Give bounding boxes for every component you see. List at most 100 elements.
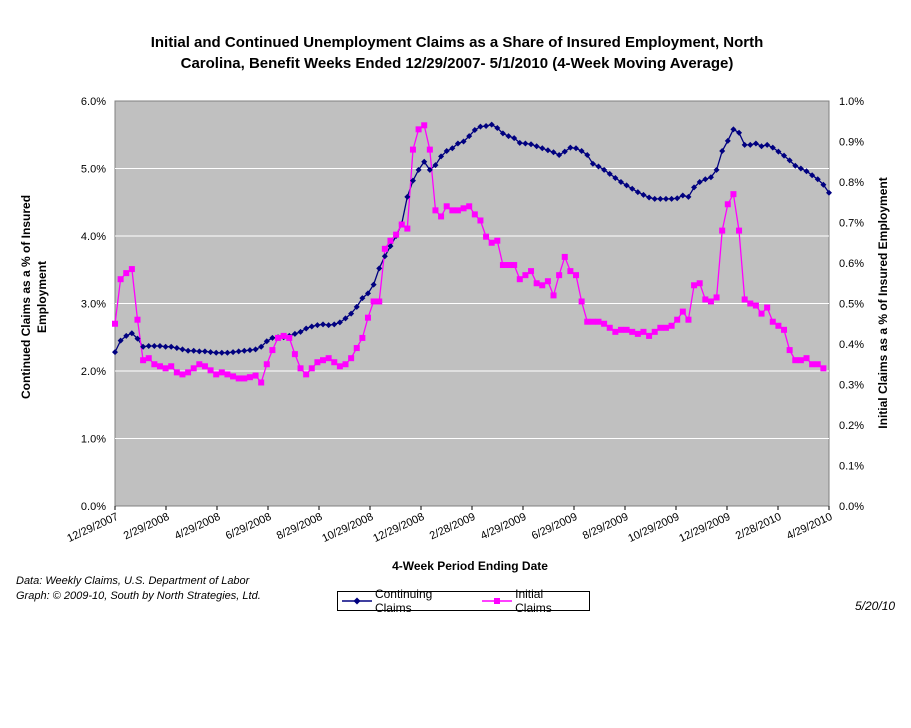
initial-point [820,365,827,372]
x-tick-label: 10/29/2009 [626,511,681,545]
right-tick-label: 0.1% [839,461,864,473]
series-markers [112,121,832,386]
initial-point [286,334,293,341]
right-tick-label: 0.3% [839,380,864,392]
continuing-point [201,348,208,355]
initial-point [483,233,490,240]
continuing-point [612,174,619,181]
legend-label-continuing: Continuing Claims [374,587,433,615]
initial-point [601,320,608,327]
continuing-point [145,343,152,350]
initial-point [679,308,686,315]
continuing-point [185,347,192,354]
continuing-point [640,191,647,198]
continuing-point [696,179,703,185]
continuing-point [168,343,175,350]
continuing-point [466,133,473,140]
initial-point [201,363,208,370]
continuing-point [668,195,675,202]
initial-point [336,363,343,370]
initial-point [752,302,759,309]
continuing-point [561,148,568,155]
initial-point [297,365,304,372]
continuing-point [173,345,180,352]
continuing-point [421,158,428,165]
initial-point [533,280,540,287]
initial-point [353,345,360,352]
x-tick-label: 4/29/2010 [785,511,834,543]
initial-point [246,374,253,381]
x-tick-label: 12/29/2007 [65,511,120,545]
initial-point [612,328,619,335]
initial-point [511,262,518,269]
initial-point [128,266,135,273]
continuing-point [651,195,658,202]
continuing-point [499,130,506,137]
initial-point [398,221,405,228]
continuing-point [511,135,518,142]
initial-point [359,334,366,341]
x-tick-label: 4/29/2008 [173,511,222,543]
initial-point [646,332,653,339]
continuing-point [409,177,416,184]
x-tick-label: 6/29/2009 [530,511,579,543]
initial-point [415,126,422,133]
initial-point [263,361,270,368]
left-tick-label: 2.0% [81,366,106,378]
continuing-point [747,141,754,148]
continuing-point [707,174,714,181]
continuing-point [724,137,731,144]
x-tick-label: 2/28/2010 [734,511,783,543]
continuing-point [376,265,383,272]
initial-point [443,203,450,210]
continuing-point [314,322,321,329]
left-axis-title-line2: Employment [35,261,49,333]
continuing-point [230,349,237,356]
initial-point [342,361,349,368]
x-tick-label: 2/29/2008 [122,511,171,543]
initial-point [584,318,591,325]
initial-point [505,262,512,269]
continuing-point [426,166,433,173]
initial-point [550,292,557,299]
continuing-point [646,194,653,201]
continuing-point [550,149,557,156]
initial-point [308,365,315,372]
right-tick-label: 0.0% [839,501,864,513]
legend: Continuing Claims Initial Claims [337,587,590,615]
initial-point [775,322,782,329]
initial-point [522,272,529,279]
continuing-point [685,193,692,200]
continuing-point [308,323,315,330]
initial-point [179,371,186,378]
continuing-point [404,193,411,200]
left-axis-ticks: 0.0% 1.0% 2.0% 3.0% 4.0% 5.0% 6.0% [81,96,106,513]
initial-point [786,347,793,354]
initial-point [409,146,416,153]
continuing-point [623,182,630,189]
continuing-point [291,330,298,337]
continuing-point [246,347,253,354]
continuing-point [471,127,478,134]
right-tick-label: 0.8% [839,177,864,189]
initial-point [769,318,776,325]
continuing-point [494,125,501,131]
x-tick-label: 8/29/2008 [275,511,324,543]
initial-point [325,355,332,362]
initial-point [213,371,220,378]
initial-point [764,304,771,311]
initial-point [140,357,147,364]
initial-point [567,268,574,275]
continuing-point [674,195,681,202]
initial-point [393,231,400,238]
initial-point [123,270,130,277]
initial-point [235,375,242,382]
initial-point [803,355,810,362]
continuing-point [578,147,585,154]
initial-point [758,310,765,317]
continuing-point [370,281,377,288]
initial-point [381,245,388,252]
initial-point [516,276,523,283]
continuing-point [196,348,203,355]
continuing-point [601,166,608,173]
